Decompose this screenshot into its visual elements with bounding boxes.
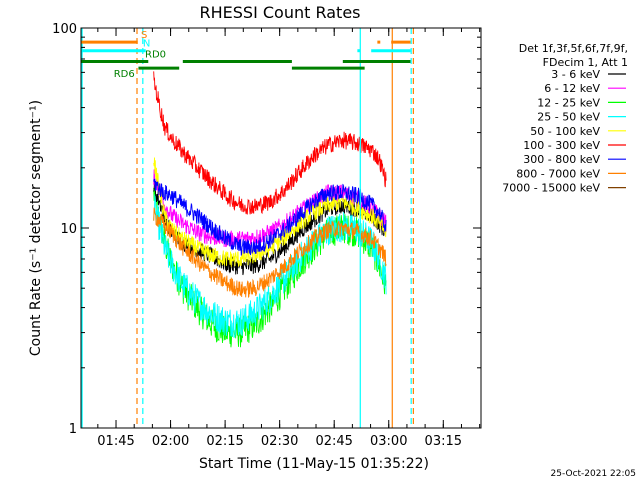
x-tick-label: 02:45: [315, 434, 352, 449]
chart-title: RHESSI Count Rates: [200, 3, 361, 22]
flag-label-rd6: RD6: [114, 69, 135, 80]
series-trace-300-800keV: [153, 178, 387, 256]
x-tick-label: 03:15: [425, 434, 462, 449]
flag-label-n: N: [143, 39, 150, 50]
legend-entry-label: 12 - 25 keV: [537, 96, 600, 109]
x-tick-label: 02:15: [206, 434, 243, 449]
legend-entry-label: 100 - 300 keV: [523, 139, 600, 152]
series-trace-50-100keV: [153, 157, 387, 268]
legend-entry-label: 25 - 50 keV: [537, 111, 600, 124]
series-trace-25-50keV: [153, 194, 387, 339]
series-trace-100-300keV: [153, 71, 387, 215]
vertical-marker-layer: [81, 28, 414, 428]
x-tick-label: 02:00: [152, 434, 189, 449]
x-axis-label: Start Time (11-May-15 01:35:22): [199, 456, 429, 472]
y-tick-label: 1: [69, 422, 77, 437]
y-tick-label: 100: [52, 22, 77, 37]
legend-entry-label: 50 - 100 keV: [530, 125, 600, 138]
flag-label-rd0: RD0: [145, 49, 166, 60]
legend: Det 1f,3f,5f,6f,7f,9f,FDecim 1, Att 13 -…: [502, 42, 628, 195]
x-tick-label: 02:30: [261, 434, 298, 449]
flag-label-s: S: [141, 30, 147, 41]
axes-layer: 1 10 100 01:45 02:00 02:15 02:30 02:45 03:00 03:1…: [52, 22, 481, 449]
render-timestamp: 25-Oct-2021 22:05: [551, 469, 636, 479]
legend-entry-label: 800 - 7000 keV: [516, 167, 600, 180]
legend-entry-label: 7000 - 15000 keV: [502, 182, 600, 195]
legend-entry-label: 300 - 800 keV: [523, 153, 600, 166]
legend-header-line: FDecim 1, Att 1: [543, 56, 628, 69]
y-tick-label: 10: [60, 222, 77, 237]
y-axis-label: Count Rate (s⁻¹ detector segment⁻¹): [28, 100, 44, 356]
series-layer: [153, 71, 387, 348]
legend-entry-label: 3 - 6 keV: [551, 68, 600, 81]
series-trace-800-7000keV: [153, 207, 387, 299]
x-tick-label: 01:45: [97, 434, 134, 449]
legend-header-line: Det 1f,3f,5f,6f,7f,9f,: [519, 42, 628, 55]
legend-entry-label: 6 - 12 keV: [544, 82, 600, 95]
x-tick-label: 03:00: [370, 434, 407, 449]
